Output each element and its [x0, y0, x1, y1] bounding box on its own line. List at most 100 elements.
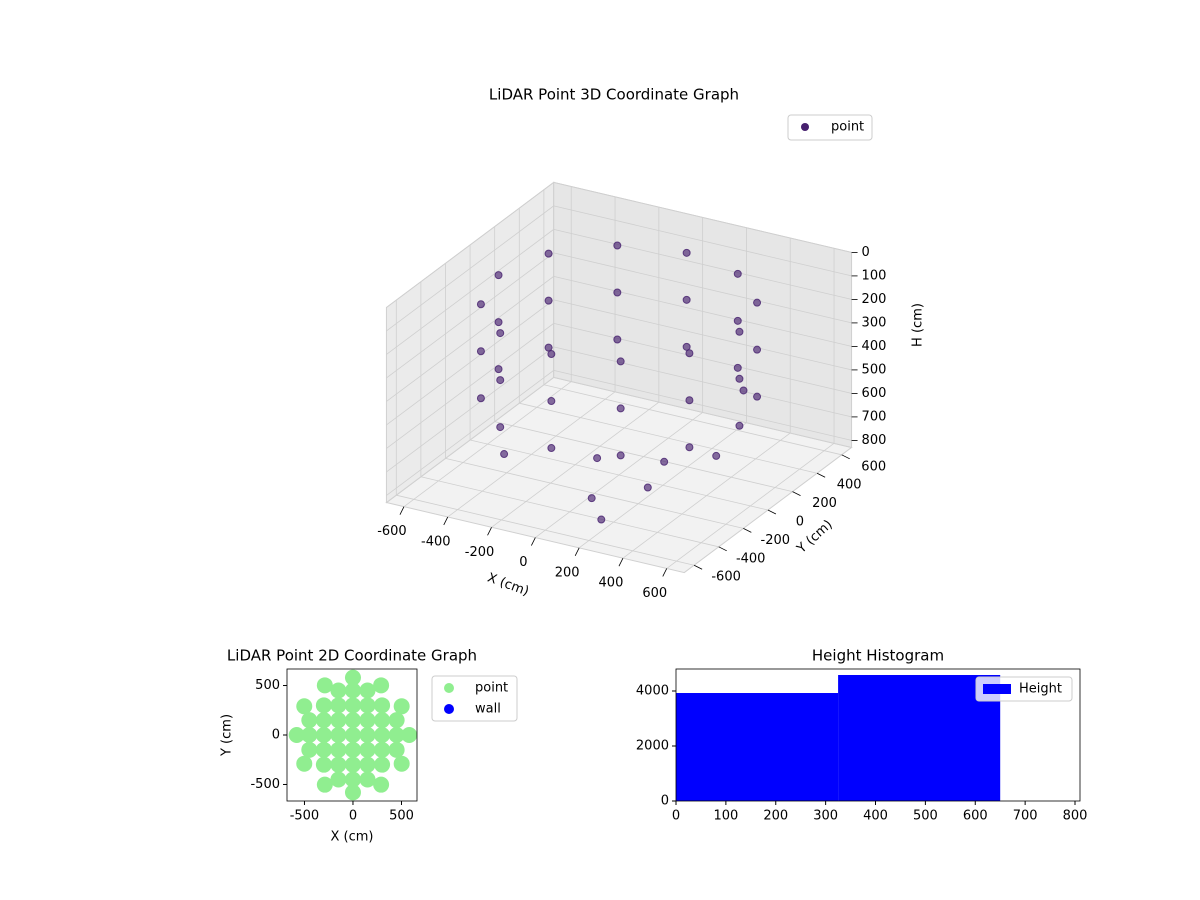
legend-label: wall — [475, 702, 501, 717]
point — [643, 483, 652, 492]
y-tick — [767, 509, 777, 515]
point — [544, 296, 553, 305]
point — [301, 727, 318, 743]
z-tick-label: 500 — [862, 362, 887, 377]
point — [388, 727, 405, 743]
point — [616, 404, 625, 413]
point — [388, 741, 405, 758]
point — [613, 335, 622, 344]
point — [344, 741, 361, 758]
grid-line — [553, 322, 852, 394]
z-tick-label: 100 — [862, 268, 887, 283]
y-tick-label: 400 — [837, 478, 862, 493]
point — [496, 329, 505, 338]
point — [374, 727, 391, 743]
grid-line — [519, 402, 818, 474]
point — [374, 756, 391, 773]
point — [359, 697, 376, 714]
point — [330, 727, 347, 743]
point — [344, 669, 361, 686]
point — [316, 776, 333, 793]
z-tick-label: 600 — [862, 386, 887, 401]
point — [393, 755, 410, 772]
point — [288, 727, 305, 743]
point — [388, 712, 405, 729]
grid-line — [469, 439, 769, 511]
legend-label: point — [475, 681, 508, 696]
legend-swatch — [983, 684, 1011, 694]
plot-area — [676, 674, 1001, 801]
point — [315, 727, 332, 743]
x-tick-label: 0 — [519, 555, 527, 570]
point — [616, 451, 625, 460]
point — [296, 755, 313, 772]
legend-marker — [801, 123, 809, 131]
point — [735, 374, 744, 383]
y-tick-label: 0 — [272, 728, 280, 743]
point — [359, 771, 376, 788]
x-tick-label: 800 — [1063, 809, 1088, 824]
point — [296, 698, 313, 715]
y-tick-label: 600 — [861, 459, 886, 474]
grid-line — [386, 299, 554, 426]
grid-line — [553, 205, 852, 277]
point — [613, 241, 622, 250]
bar — [838, 674, 1001, 801]
x-tick-label: 500 — [389, 809, 414, 824]
y-axis-label: Y (cm) — [220, 714, 235, 757]
z-axis-label: H (cm) — [911, 303, 926, 347]
grid-line — [386, 182, 554, 308]
point — [682, 342, 691, 351]
plot-area — [288, 669, 417, 801]
point — [344, 784, 361, 801]
z-tick-label: 800 — [862, 433, 887, 448]
point — [682, 248, 691, 257]
grid-line — [386, 370, 554, 496]
point — [344, 697, 361, 714]
grid-line — [386, 276, 554, 402]
point — [735, 421, 744, 430]
grid-line — [494, 421, 793, 493]
point — [315, 756, 332, 773]
x-tick-label: 400 — [863, 809, 888, 824]
x-tick-label: -400 — [421, 534, 451, 549]
point — [685, 349, 694, 358]
y-tick — [816, 472, 826, 478]
grid-line — [386, 346, 554, 473]
point — [315, 697, 332, 714]
x-tick — [662, 568, 668, 577]
y-tick — [841, 454, 850, 460]
x-tick — [574, 547, 580, 557]
z-tick-label: 300 — [862, 315, 887, 330]
x-tick — [618, 557, 624, 567]
point — [301, 741, 318, 758]
legend-box — [787, 114, 873, 141]
x-tick — [531, 537, 536, 546]
point — [544, 343, 553, 352]
point — [330, 697, 347, 714]
point — [753, 345, 762, 354]
point — [733, 316, 742, 325]
chart-title: LiDAR Point 3D Coordinate Graph — [489, 86, 739, 104]
point — [359, 712, 376, 729]
grid-line — [553, 275, 852, 347]
z-tick-label: 400 — [862, 339, 887, 354]
point — [496, 423, 505, 432]
point — [735, 327, 744, 336]
grid-line — [543, 384, 842, 456]
y-tick-label: 0 — [796, 515, 804, 530]
y-tick-label: -200 — [761, 533, 791, 548]
point — [359, 741, 376, 758]
point — [359, 756, 376, 773]
point — [344, 727, 361, 743]
y-tick — [743, 528, 752, 533]
point — [494, 271, 503, 280]
x-tick-label: 0 — [349, 809, 357, 824]
grid-line — [386, 205, 554, 332]
legend-marker — [444, 704, 454, 714]
point — [401, 727, 417, 743]
grid-line — [553, 252, 852, 324]
point — [344, 712, 361, 729]
point — [315, 712, 332, 729]
point — [344, 771, 361, 788]
